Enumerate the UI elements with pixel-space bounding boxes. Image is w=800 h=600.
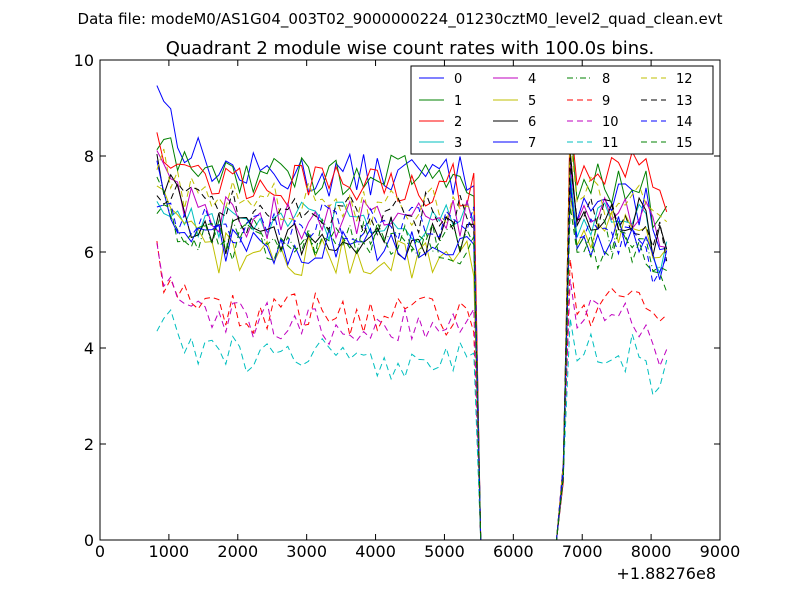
legend-label-2: 2 [454, 115, 462, 130]
y-tick-label: 4 [84, 339, 94, 358]
legend-label-5: 5 [528, 94, 536, 109]
x-tick-label: 4000 [355, 542, 396, 561]
legend-label-7: 7 [528, 136, 536, 151]
legend-label-0: 0 [454, 72, 462, 87]
series-lines [156, 85, 668, 541]
legend-label-3: 3 [454, 136, 462, 151]
series-line-8 [156, 176, 667, 541]
legend-label-12: 12 [676, 72, 693, 87]
legend-label-6: 6 [528, 115, 536, 130]
legend-label-13: 13 [676, 94, 693, 109]
axis-ticks: 0 1000 2000 3000 4000 5000 6000 7000 8000 9000 0 2 4… [74, 51, 741, 561]
x-tick-label: 0 [95, 542, 105, 561]
series-line-0 [156, 85, 667, 541]
chart-title: Quadrant 2 module wise count rates with … [166, 38, 655, 59]
x-tick-label: 3000 [286, 542, 327, 561]
series-line-9 [156, 241, 668, 541]
y-tick-label: 8 [84, 147, 94, 166]
legend-label-9: 9 [602, 94, 610, 109]
x-tick-label: 5000 [424, 542, 465, 561]
legend-label-1: 1 [454, 94, 462, 109]
y-tick-label: 10 [74, 51, 94, 70]
legend-label-8: 8 [602, 72, 610, 87]
series-line-1 [156, 123, 668, 541]
series-line-14 [156, 186, 668, 541]
y-tick-label: 6 [84, 243, 94, 262]
plot-frame [99, 59, 721, 541]
x-tick-label: 8000 [631, 542, 672, 561]
legend-label-11: 11 [602, 136, 619, 151]
series-line-15 [156, 204, 668, 541]
x-tick-label: 1000 [149, 542, 190, 561]
x-tick-label: 6000 [493, 542, 534, 561]
y-tick-label: 2 [84, 435, 94, 454]
series-line-11 [156, 308, 668, 541]
legend-box [410, 65, 714, 155]
series-line-10 [156, 242, 668, 541]
legend-label-4: 4 [528, 72, 536, 87]
legend-label-15: 15 [676, 136, 693, 151]
series-line-2 [156, 114, 668, 541]
series-line-6 [156, 151, 668, 541]
y-tick-label: 0 [84, 531, 94, 550]
legend-label-14: 14 [676, 115, 693, 130]
x-axis-offset-label: +1.88276e8 [616, 564, 716, 583]
series-line-5 [156, 185, 668, 541]
series-line-12 [156, 136, 668, 541]
legend-label-10: 10 [602, 115, 619, 130]
series-line-13 [156, 161, 668, 541]
figure-suptitle: Data file: modeM0/AS1G04_003T02_90000002… [78, 10, 723, 29]
x-tick-label: 7000 [562, 542, 603, 561]
x-tick-label: 9000 [700, 542, 741, 561]
x-tick-label: 2000 [217, 542, 258, 561]
